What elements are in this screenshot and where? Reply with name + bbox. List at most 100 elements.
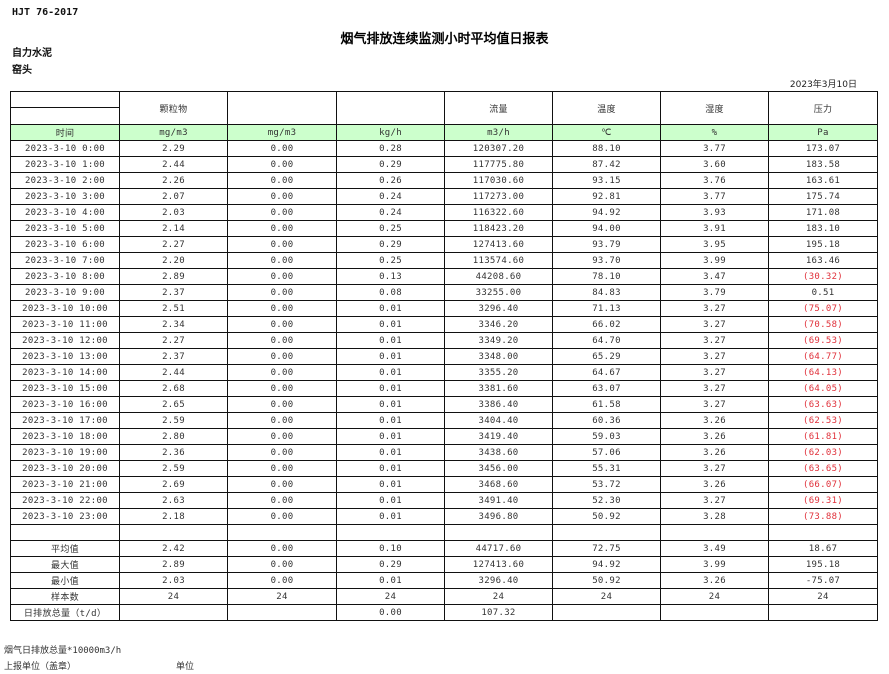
value-cell: 3491.40 — [444, 492, 553, 509]
value-cell: 2.14 — [119, 220, 228, 237]
column-unit: mg/m3 — [227, 124, 337, 141]
value-cell: 94.92 — [552, 204, 661, 221]
table-row: 2023-3-10 3:00 2.07 0.00 0.24 117273.00 92.81… — [10, 188, 878, 205]
standard-code: HJT 76-2017 — [12, 7, 79, 18]
value-cell: 0.01 — [336, 348, 445, 365]
value-cell: 0.51 — [768, 284, 878, 301]
value-cell: 3404.40 — [444, 412, 553, 429]
value-cell: 183.58 — [768, 156, 878, 173]
value-cell: 120307.20 — [444, 140, 553, 157]
table-row: 2023-3-10 7:00 2.20 0.00 0.25 113574.60 93.70… — [10, 252, 878, 269]
value-cell: (70.58) — [768, 316, 878, 333]
time-cell: 2023-3-10 10:00 — [10, 300, 120, 317]
table-row: 2023-3-10 23:00 2.18 0.00 0.01 3496.80 50.92 3… — [10, 508, 878, 525]
time-cell: 2023-3-10 2:00 — [10, 172, 120, 189]
table-row: 2023-3-10 2:00 2.26 0.00 0.26 117030.60 93.15… — [10, 172, 878, 189]
value-cell: 0.00 — [227, 396, 337, 413]
table-row: 2023-3-10 17:00 2.59 0.00 0.01 3404.40 60.36 3… — [10, 412, 878, 429]
time-cell: 2023-3-10 7:00 — [10, 252, 120, 269]
column-header: 温度 — [552, 91, 661, 125]
value-cell: 60.36 — [552, 412, 661, 429]
summary-value: 195.18 — [768, 556, 878, 573]
value-cell: 3.28 — [660, 508, 769, 525]
summary-value: 0.01 — [336, 572, 445, 589]
value-cell: 116322.60 — [444, 204, 553, 221]
summary-value: 0.00 — [227, 556, 337, 573]
value-cell: (30.32) — [768, 268, 878, 285]
value-cell: (73.88) — [768, 508, 878, 525]
column-unit: mg/m3 — [119, 124, 228, 141]
time-cell: 2023-3-10 3:00 — [10, 188, 120, 205]
time-cell: 2023-3-10 17:00 — [10, 412, 120, 429]
summary-value: 50.92 — [552, 572, 661, 589]
report-table: 颗粒物 流量 温度 湿度 压力 时间 mg/m3 mg/m3 kg/h m3/h ℃% Pa 2023-… — [10, 91, 878, 621]
value-cell: 3346.20 — [444, 316, 553, 333]
table-row: 2023-3-10 0:00 2.29 0.00 0.28 120307.20 88.10… — [10, 140, 878, 157]
value-cell: 117030.60 — [444, 172, 553, 189]
value-cell: 0.00 — [227, 492, 337, 509]
column-header — [10, 91, 120, 125]
value-cell: 3.27 — [660, 300, 769, 317]
value-cell: 0.00 — [227, 236, 337, 253]
value-cell: 175.74 — [768, 188, 878, 205]
value-cell: 0.00 — [227, 220, 337, 237]
blank-row — [10, 524, 878, 541]
summary-label: 日排放总量（t/d） — [10, 604, 120, 621]
column-unit: Pa — [768, 124, 878, 141]
value-cell: 0.25 — [336, 220, 445, 237]
value-cell: 3.95 — [660, 236, 769, 253]
table-row: 2023-3-10 14:00 2.44 0.00 0.01 3355.20 64.67 3… — [10, 364, 878, 381]
time-cell: 2023-3-10 23:00 — [10, 508, 120, 525]
value-cell: 0.00 — [227, 476, 337, 493]
report-date: 2023年3月10日 — [789, 80, 857, 90]
value-cell: 2.59 — [119, 460, 228, 477]
summary-value: 2.89 — [119, 556, 228, 573]
summary-row: 平均值 2.42 0.00 0.10 44717.60 72.75 3.49 18.67 — [10, 540, 878, 557]
column-unit: kg/h — [336, 124, 445, 141]
summary-value: 0.10 — [336, 540, 445, 557]
value-cell: 0.00 — [227, 444, 337, 461]
value-cell: 0.00 — [227, 380, 337, 397]
summary-row: 样本数 24 24 24 24 24 24 24 — [10, 588, 878, 605]
value-cell: 3355.20 — [444, 364, 553, 381]
value-cell: 3.26 — [660, 476, 769, 493]
value-cell: 113574.60 — [444, 252, 553, 269]
time-cell: 2023-3-10 20:00 — [10, 460, 120, 477]
value-cell: 0.00 — [227, 252, 337, 269]
value-cell: 117273.00 — [444, 188, 553, 205]
value-cell: 0.00 — [227, 300, 337, 317]
value-cell: (69.53) — [768, 332, 878, 349]
summary-value: 127413.60 — [444, 556, 553, 573]
value-cell: 78.10 — [552, 268, 661, 285]
column-header: 流量 — [444, 91, 553, 125]
value-cell: (63.63) — [768, 396, 878, 413]
value-cell: 3.26 — [660, 444, 769, 461]
value-cell: 3468.60 — [444, 476, 553, 493]
value-cell: 0.01 — [336, 508, 445, 525]
value-cell: 50.92 — [552, 508, 661, 525]
value-cell: 2.37 — [119, 348, 228, 365]
value-cell: 33255.00 — [444, 284, 553, 301]
summary-value: 24 — [552, 588, 661, 605]
table-row: 2023-3-10 8:00 2.89 0.00 0.13 44208.60 78.10 3… — [10, 268, 878, 285]
table-row: 2023-3-10 10:00 2.51 0.00 0.01 3296.40 71.13 3… — [10, 300, 878, 317]
time-cell: 2023-3-10 5:00 — [10, 220, 120, 237]
value-cell: 0.28 — [336, 140, 445, 157]
value-cell: (63.65) — [768, 460, 878, 477]
value-cell: 3419.40 — [444, 428, 553, 445]
value-cell: 3.77 — [660, 188, 769, 205]
summary-value: 24 — [660, 588, 769, 605]
value-cell: 0.29 — [336, 236, 445, 253]
value-cell: 0.00 — [227, 156, 337, 173]
summary-value: 3.49 — [660, 540, 769, 557]
summary-label: 最小值 — [10, 572, 120, 589]
value-cell: 163.46 — [768, 252, 878, 269]
value-cell: 2.80 — [119, 428, 228, 445]
value-cell: 3.27 — [660, 332, 769, 349]
value-cell: 44208.60 — [444, 268, 553, 285]
summary-value — [552, 604, 661, 621]
value-cell: 2.18 — [119, 508, 228, 525]
summary-value: 0.00 — [227, 540, 337, 557]
value-cell: 2.69 — [119, 476, 228, 493]
value-cell: 0.01 — [336, 300, 445, 317]
